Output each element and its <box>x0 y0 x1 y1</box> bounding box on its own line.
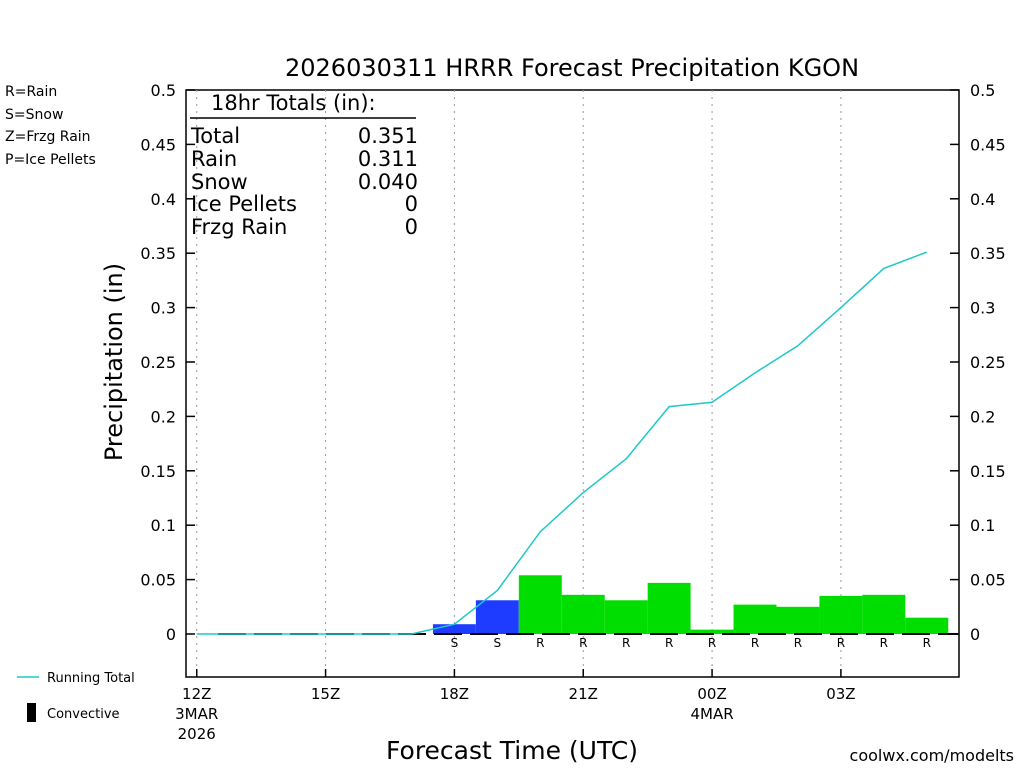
plot-frame <box>185 89 960 678</box>
series-legend: Running Total Convective <box>17 671 135 722</box>
precip-type-marker: R <box>837 636 845 650</box>
y-tick-label-left: 0.05 <box>140 571 176 590</box>
credit-text: coolwx.com/modelts <box>850 746 1014 765</box>
legend-snow: S=Snow <box>5 107 63 123</box>
y-tick-label-left: 0 <box>166 625 176 644</box>
x-tick-label: 12Z <box>182 685 211 703</box>
legend-ice-pellets: P=Ice Pellets <box>5 152 96 168</box>
x-axis-ticks: 12Z 3MAR 2026 15Z 18Z 21Z 00Z 4MAR 03Z <box>175 669 856 743</box>
totals-row-label: Total <box>190 124 240 148</box>
y-tick-label-right: 0.1 <box>970 516 995 535</box>
precip-bar <box>819 595 863 634</box>
precip-type-marker: R <box>751 636 759 650</box>
y-tick-label-left: 0.25 <box>140 353 176 372</box>
precip-type-marker: R <box>880 636 888 650</box>
y-tick-label-left: 0.15 <box>140 462 176 481</box>
x-tick-sublabel: 4MAR <box>690 705 733 723</box>
precip-type-marker: S <box>494 636 502 650</box>
totals-row-label: Rain <box>191 147 237 171</box>
y-tick-label-left: 0.4 <box>151 190 176 209</box>
hourly-precip-bars <box>432 575 949 634</box>
y-tick-label-right: 0.3 <box>970 299 995 318</box>
precip-type-marker: R <box>579 636 587 650</box>
legend-frzg-rain: Z=Frzg Rain <box>5 129 91 145</box>
totals-row-label: Ice Pellets <box>191 192 297 216</box>
precip-bar <box>604 600 648 634</box>
precip-bar <box>690 629 734 634</box>
x-tick-label: 18Z <box>440 685 469 703</box>
y-tick-label-left: 0.2 <box>151 407 176 426</box>
x-tick-label: 00Z <box>697 685 726 703</box>
totals-heading: 18hr Totals (in): <box>211 91 376 115</box>
running-total-legend-label: Running Total <box>47 671 135 686</box>
totals-row-value: 0.311 <box>358 147 418 171</box>
precip-type-legend: R=Rain S=Snow Z=Frzg Rain P=Ice Pellets <box>5 84 96 168</box>
precip-bar <box>776 606 820 634</box>
totals-row-value: 0 <box>405 192 418 216</box>
y-tick-label-left: 0.3 <box>151 299 176 318</box>
precip-type-marker: R <box>665 636 673 650</box>
totals-row-value: 0.351 <box>358 124 418 148</box>
precip-type-marker: R <box>536 636 544 650</box>
totals-row-value: 0.040 <box>358 170 418 194</box>
y-tick-label-right: 0.45 <box>970 135 1006 154</box>
convective-swatch <box>27 703 36 722</box>
y-tick-label-right: 0.35 <box>970 244 1006 263</box>
y-tick-label-right: 0.4 <box>970 190 995 209</box>
chart-title: 2026030311 HRRR Forecast Precipitation K… <box>285 54 859 82</box>
totals-box: 18hr Totals (in): Total 0.351 Rain 0.311… <box>190 91 418 239</box>
y-tick-label-left: 0.45 <box>140 135 176 154</box>
y-tick-label-right: 0.05 <box>970 571 1006 590</box>
x-tick-label: 21Z <box>569 685 598 703</box>
x-tick-sublabel: 3MAR <box>175 705 218 723</box>
y-tick-label-left: 0.1 <box>151 516 176 535</box>
y-tick-label-left: 0.35 <box>140 244 176 263</box>
totals-row-label: Frzg Rain <box>191 215 287 239</box>
y-axis-label: Precipitation (in) <box>100 263 128 461</box>
precip-bar <box>862 594 906 634</box>
y-tick-label-left: 0.5 <box>151 81 176 100</box>
x-tick-sublabel: 2026 <box>178 725 216 743</box>
legend-rain: R=Rain <box>5 84 57 100</box>
y-axis-ticks: 0 00.05 0.050.1 0.10.15 0.150.2 0.20.25 0.250.… <box>140 81 1005 644</box>
precip-bar <box>475 600 519 634</box>
totals-row-label: Snow <box>191 170 248 194</box>
x-tick-label: 03Z <box>826 685 855 703</box>
precip-bar <box>905 617 949 634</box>
convective-legend-label: Convective <box>47 707 120 722</box>
running-total-line <box>196 251 928 635</box>
y-tick-label-right: 0.2 <box>970 407 995 426</box>
y-tick-label-right: 0.5 <box>970 81 995 100</box>
y-tick-label-right: 0.25 <box>970 353 1006 372</box>
totals-row-value: 0 <box>405 215 418 239</box>
precip-type-marker: R <box>794 636 802 650</box>
precip-type-marker: S <box>451 636 459 650</box>
precip-type-marker: R <box>708 636 716 650</box>
precip-bar <box>561 594 605 634</box>
precip-type-marker: R <box>923 636 931 650</box>
y-tick-label-right: 0 <box>970 625 980 644</box>
x-axis-label: Forecast Time (UTC) <box>386 736 638 765</box>
precip-type-marker: R <box>622 636 630 650</box>
x-tick-label: 15Z <box>311 685 340 703</box>
precip-bar <box>733 604 777 634</box>
y-tick-label-right: 0.15 <box>970 462 1006 481</box>
precip-bar <box>647 582 691 634</box>
precip-bar <box>518 575 562 634</box>
precip-bar <box>432 624 476 634</box>
